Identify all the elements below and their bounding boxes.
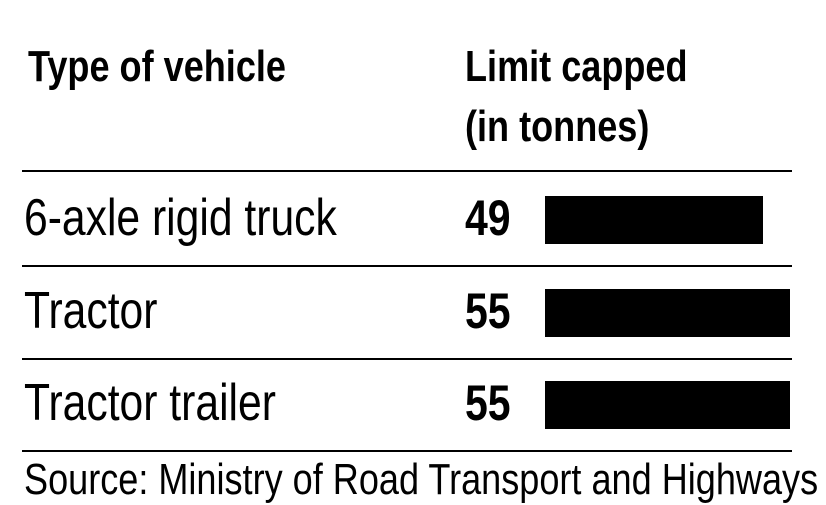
source-note: Source: Ministry of Road Transport and H… xyxy=(24,455,819,504)
bar xyxy=(545,289,790,337)
data-label: 49 xyxy=(465,190,511,246)
row-label: Tractor xyxy=(24,282,158,340)
row-divider xyxy=(22,358,792,360)
row-divider xyxy=(22,265,792,267)
data-label: 55 xyxy=(465,375,511,431)
row-label: Tractor trailer xyxy=(24,374,276,432)
data-label: 55 xyxy=(465,283,511,339)
row-divider xyxy=(22,450,792,452)
bar xyxy=(545,196,764,244)
row-label: 6-axle rigid truck xyxy=(24,189,337,247)
column-header-limit-line1: Limit capped xyxy=(465,42,688,91)
bar xyxy=(545,381,790,429)
header-divider xyxy=(22,170,792,172)
column-header-vehicle: Type of vehicle xyxy=(28,42,286,91)
column-header-limit-line2: (in tonnes) xyxy=(465,102,650,151)
